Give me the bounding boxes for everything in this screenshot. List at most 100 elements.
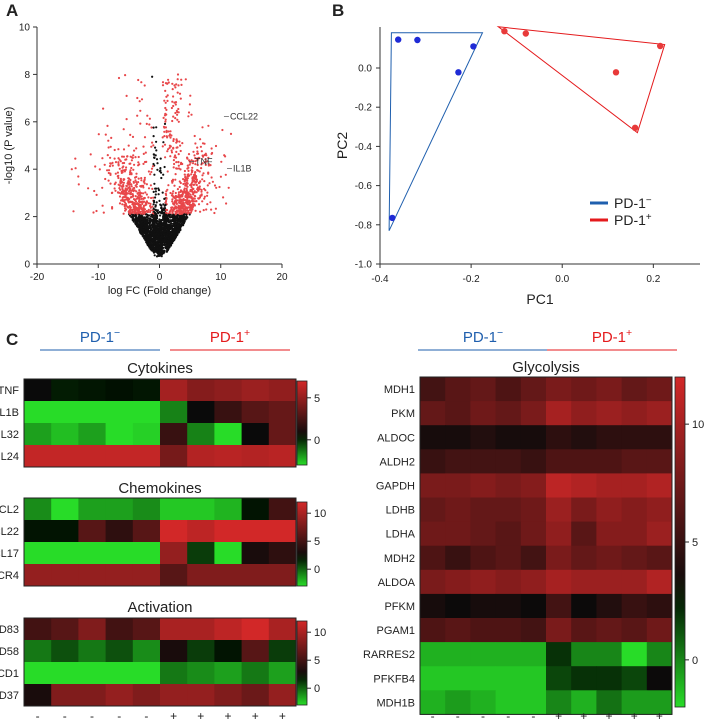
volcano-point xyxy=(189,94,192,97)
colorbar-tick-label: 5 xyxy=(314,655,320,667)
volcano-point xyxy=(113,157,116,160)
volcano-point xyxy=(191,177,194,180)
heatmap-cell xyxy=(420,666,446,691)
heatmap-cell xyxy=(571,401,597,426)
heatmap-row-label: CD83 xyxy=(0,624,19,636)
volcano-point xyxy=(183,173,186,176)
volcano-point xyxy=(191,169,194,172)
volcano-point xyxy=(151,141,154,144)
heatmap-cell xyxy=(187,662,215,685)
volcano-point xyxy=(174,103,177,106)
volcano-point xyxy=(109,173,112,176)
heatmap-row-label: CD37 xyxy=(0,690,19,702)
heatmap-cell xyxy=(571,425,597,450)
heatmap-cell xyxy=(571,690,597,715)
heatmap-cell xyxy=(520,521,547,547)
volcano-point xyxy=(168,211,171,214)
x-tick-label: 0.2 xyxy=(646,274,660,285)
volcano-point xyxy=(169,130,172,133)
volcano-point xyxy=(94,165,97,168)
volcano-point xyxy=(131,211,134,215)
heatmap-cell xyxy=(132,445,161,468)
volcano-point xyxy=(132,168,135,171)
volcano-point xyxy=(175,83,178,86)
heatmap-glycolysis: Glycolysis MDH1 PKM ALDOC ALDH2 GAPDH LDHB LDHA… xyxy=(363,359,704,715)
volcano-point xyxy=(188,174,191,177)
heatmap-cell xyxy=(214,423,242,446)
volcano-point xyxy=(143,136,147,139)
heatmap-cell xyxy=(51,564,79,587)
volcano-point xyxy=(160,176,163,180)
volcano-point xyxy=(210,208,213,211)
heatmap-cell xyxy=(646,497,673,522)
heatmap-cell xyxy=(214,498,242,521)
volcano-point xyxy=(162,116,165,119)
volcano-point xyxy=(170,222,173,225)
heatmap-cell xyxy=(596,642,622,667)
heatmap-cell xyxy=(520,569,547,595)
heatmap-cell xyxy=(470,569,496,595)
volcano-point xyxy=(154,190,157,193)
volcano-point xyxy=(137,202,140,205)
volcano-point xyxy=(103,163,106,166)
volcano-point xyxy=(201,174,204,177)
volcano-point xyxy=(201,178,204,181)
volcano-point xyxy=(142,233,145,237)
volcano-point xyxy=(150,218,153,221)
volcano-point xyxy=(166,170,169,173)
volcano-point xyxy=(203,160,207,164)
volcano-point xyxy=(109,162,112,165)
volcano-point xyxy=(182,202,185,205)
volcano-point xyxy=(194,195,197,198)
colorbar-tick-label: 0 xyxy=(314,564,320,576)
volcano-point xyxy=(171,181,174,184)
heatmap-cell xyxy=(187,379,215,402)
heatmap-cell xyxy=(132,618,161,641)
volcano-points xyxy=(70,73,233,258)
y-tick-label: 10 xyxy=(19,23,31,34)
x-tick-label: -0.4 xyxy=(371,274,389,285)
heatmap-cell xyxy=(105,640,134,663)
volcano-point xyxy=(121,190,125,193)
volcano-point xyxy=(146,114,149,117)
volcano-point xyxy=(125,196,128,199)
volcano-point xyxy=(128,200,131,203)
colorbar-tick-label: 10 xyxy=(692,419,704,431)
volcano-point xyxy=(181,193,184,196)
heatmap-row-label: PDCD1 xyxy=(0,668,19,680)
heatmap-row-label: PKM xyxy=(391,408,415,420)
pca-point-pos xyxy=(657,42,664,50)
volcano-point xyxy=(156,162,159,165)
heatmap-cell xyxy=(420,521,446,547)
heatmap-cell xyxy=(24,618,52,641)
volcano-point xyxy=(124,202,127,205)
volcano-point xyxy=(138,193,141,196)
volcano-point xyxy=(173,229,176,232)
y-axis-title: PC2 xyxy=(334,132,350,159)
heatmap-cell xyxy=(214,662,242,685)
volcano-point xyxy=(178,212,181,215)
volcano-point xyxy=(167,244,170,247)
heatmap-row-label: ALDOA xyxy=(378,577,416,589)
volcano-point xyxy=(184,208,187,211)
volcano-point xyxy=(184,78,187,81)
volcano-point xyxy=(133,163,136,166)
volcano-point xyxy=(220,160,223,163)
volcano-point xyxy=(138,206,141,209)
volcano-point xyxy=(138,219,142,222)
volcano-point xyxy=(128,186,131,189)
y-tick-label: 6 xyxy=(24,117,30,128)
heatmap-cell xyxy=(621,497,648,522)
volcano-point xyxy=(176,73,180,76)
colorbar-tick-label: 5 xyxy=(314,536,320,548)
volcano-point xyxy=(171,82,174,85)
volcano-point xyxy=(175,195,178,199)
volcano-point xyxy=(122,148,126,151)
volcano-point xyxy=(101,157,104,160)
volcano-point xyxy=(89,153,92,156)
volcano-point xyxy=(109,182,112,185)
volcano-point xyxy=(104,177,107,181)
volcano-point xyxy=(151,239,154,242)
volcano-point xyxy=(142,152,145,155)
volcano-point xyxy=(121,181,124,184)
